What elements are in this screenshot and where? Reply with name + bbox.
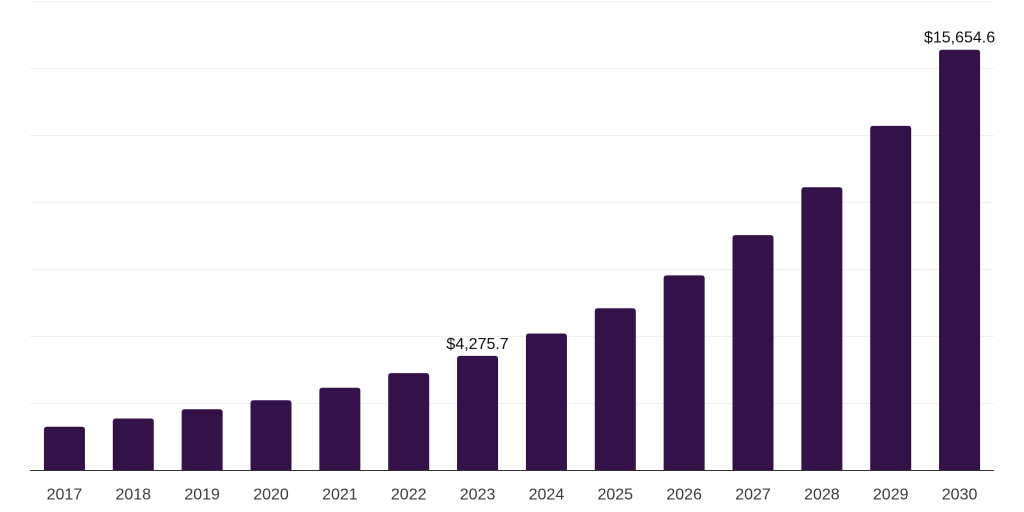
svg-text:2023: 2023 bbox=[460, 487, 496, 504]
svg-text:$4,275.7: $4,275.7 bbox=[446, 336, 508, 353]
svg-text:2030: 2030 bbox=[942, 487, 978, 504]
svg-text:2021: 2021 bbox=[322, 487, 358, 504]
svg-text:2019: 2019 bbox=[184, 487, 220, 504]
svg-text:2018: 2018 bbox=[115, 487, 151, 504]
svg-text:2022: 2022 bbox=[391, 487, 427, 504]
svg-text:2020: 2020 bbox=[253, 487, 289, 504]
svg-text:2017: 2017 bbox=[47, 487, 83, 504]
svg-text:2029: 2029 bbox=[873, 487, 909, 504]
svg-text:$15,654.6: $15,654.6 bbox=[924, 30, 995, 47]
svg-text:2026: 2026 bbox=[666, 487, 702, 504]
svg-text:2027: 2027 bbox=[735, 487, 771, 504]
svg-text:2028: 2028 bbox=[804, 487, 840, 504]
svg-text:2024: 2024 bbox=[529, 487, 565, 504]
svg-text:2025: 2025 bbox=[597, 487, 633, 504]
